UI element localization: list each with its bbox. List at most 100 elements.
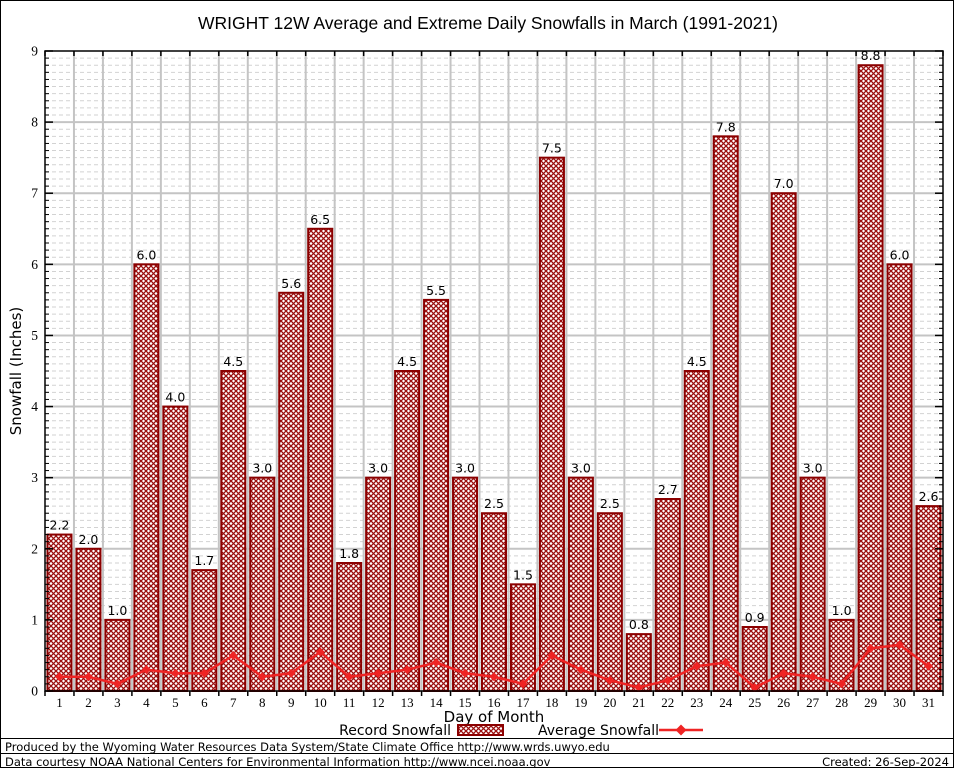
bar-value-label: 1.5 (513, 567, 533, 582)
average-marker (634, 682, 644, 692)
record-bar (886, 263, 913, 692)
average-marker (199, 668, 209, 678)
y-tick-label: 5 (31, 328, 38, 343)
average-marker (54, 672, 64, 682)
average-marker (431, 658, 441, 668)
record-bar (770, 192, 797, 692)
y-tick-label: 9 (31, 44, 38, 59)
record-bar (278, 291, 305, 692)
bar-value-label: 3.0 (252, 461, 272, 476)
bar-value-label: 2.0 (79, 532, 99, 547)
x-tick-label: 10 (314, 695, 327, 710)
legend-average-marker-icon (675, 724, 687, 736)
average-marker (257, 672, 267, 682)
x-tick-label: 11 (343, 695, 356, 710)
x-tick-label: 1 (56, 695, 63, 710)
x-tick-label: 30 (893, 695, 906, 710)
x-axis-title: Day of Month (444, 708, 545, 726)
record-bar (452, 476, 479, 692)
bar-value-label: 2.6 (919, 489, 939, 504)
x-tick-label: 8 (259, 695, 266, 710)
record-bar (220, 370, 247, 692)
record-bar (133, 263, 160, 692)
average-marker (576, 665, 586, 675)
average-marker (286, 668, 296, 678)
record-bar (712, 135, 739, 693)
y-axis-title: Snowfall (Inches) (7, 307, 25, 435)
average-marker (750, 682, 760, 692)
x-tick-label: 6 (201, 695, 208, 710)
y-tick-label: 6 (31, 257, 38, 272)
average-marker (373, 668, 383, 678)
x-tick-label: 12 (372, 695, 385, 710)
bar-value-label: 7.5 (542, 141, 562, 156)
x-tick-label: 20 (603, 695, 616, 710)
record-bar (625, 633, 652, 692)
footer-line2-text: Data courtesy NOAA National Centers for … (5, 755, 551, 768)
legend-average-label: Average Snowfall (538, 723, 659, 738)
bar-value-label: 8.8 (861, 48, 881, 63)
bar-value-label: 0.9 (745, 610, 765, 625)
record-bar (394, 370, 421, 692)
y-tick-label: 2 (31, 541, 38, 556)
average-marker (779, 668, 789, 678)
average-marker (460, 668, 470, 678)
x-tick-label: 9 (288, 695, 295, 710)
bar-value-label: 1.8 (339, 546, 359, 561)
bar-value-label: 5.5 (426, 283, 446, 298)
bar-value-label: 4.5 (687, 354, 707, 369)
bar-value-label: 3.0 (455, 461, 475, 476)
average-marker (866, 643, 876, 653)
record-bar (538, 156, 565, 692)
x-tick-label: 5 (172, 695, 179, 710)
record-bar (249, 476, 276, 692)
bar-value-label: 3.0 (571, 461, 591, 476)
y-tick-label: 1 (31, 612, 38, 627)
average-marker (895, 640, 905, 650)
x-tick-label: 3 (114, 695, 121, 710)
legend-record-swatch-icon (457, 724, 504, 736)
x-tick-label: 18 (545, 695, 558, 710)
chart-canvas: 2.2 2.0 1.0 6.0 4.0 1.7 4.5 3.0 5.6 6.5 1.8 3.0 4.5 5… (7, 13, 944, 738)
average-marker (924, 661, 934, 671)
average-marker (518, 679, 528, 689)
footer-line1-text: Produced by the Wyoming Water Resources … (5, 740, 610, 754)
x-tick-label: 25 (748, 695, 761, 710)
bar-value-label: 3.0 (803, 461, 823, 476)
footer-produced-by: Produced by the Wyoming Water Resources … (1, 738, 953, 754)
record-bar (481, 512, 507, 692)
record-snowfall-bars: 2.2 2.0 1.0 6.0 4.0 1.7 4.5 3.0 5.6 6.5 1.8 3.0 4.5 5… (46, 48, 942, 693)
average-marker (489, 672, 499, 682)
bar-value-label: 4.5 (223, 354, 243, 369)
bar-value-label: 7.8 (716, 119, 736, 134)
average-marker (721, 658, 731, 668)
bar-value-label: 5.6 (281, 276, 301, 291)
bar-value-label: 6.0 (890, 247, 910, 262)
average-marker (692, 661, 702, 671)
record-bar (365, 476, 392, 692)
chart-title: WRIGHT 12W Average and Extreme Daily Sno… (198, 13, 778, 33)
bar-value-label: 2.5 (600, 496, 620, 511)
average-marker (344, 672, 354, 682)
average-marker (402, 665, 412, 675)
x-tick-label: 15 (459, 695, 472, 710)
record-bar (857, 64, 884, 692)
bar-value-label: 6.0 (136, 247, 156, 262)
y-tick-label: 0 (31, 684, 38, 699)
x-tick-label: 14 (430, 695, 444, 710)
average-marker (83, 672, 93, 682)
x-tick-label: 4 (143, 695, 150, 710)
average-marker (837, 679, 847, 689)
record-bar (307, 227, 334, 692)
x-tick-label: 26 (777, 695, 791, 710)
bar-value-label: 7.0 (774, 176, 794, 191)
footer-data-courtesy: Data courtesy NOAA National Centers for … (1, 753, 953, 768)
legend-record-label: Record Snowfall (339, 723, 451, 738)
record-bar (596, 512, 623, 692)
average-marker (228, 650, 238, 660)
average-marker (663, 675, 673, 685)
x-tick-label: 31 (922, 695, 935, 710)
record-bar (509, 583, 536, 692)
x-tick-label: 7 (230, 695, 237, 710)
